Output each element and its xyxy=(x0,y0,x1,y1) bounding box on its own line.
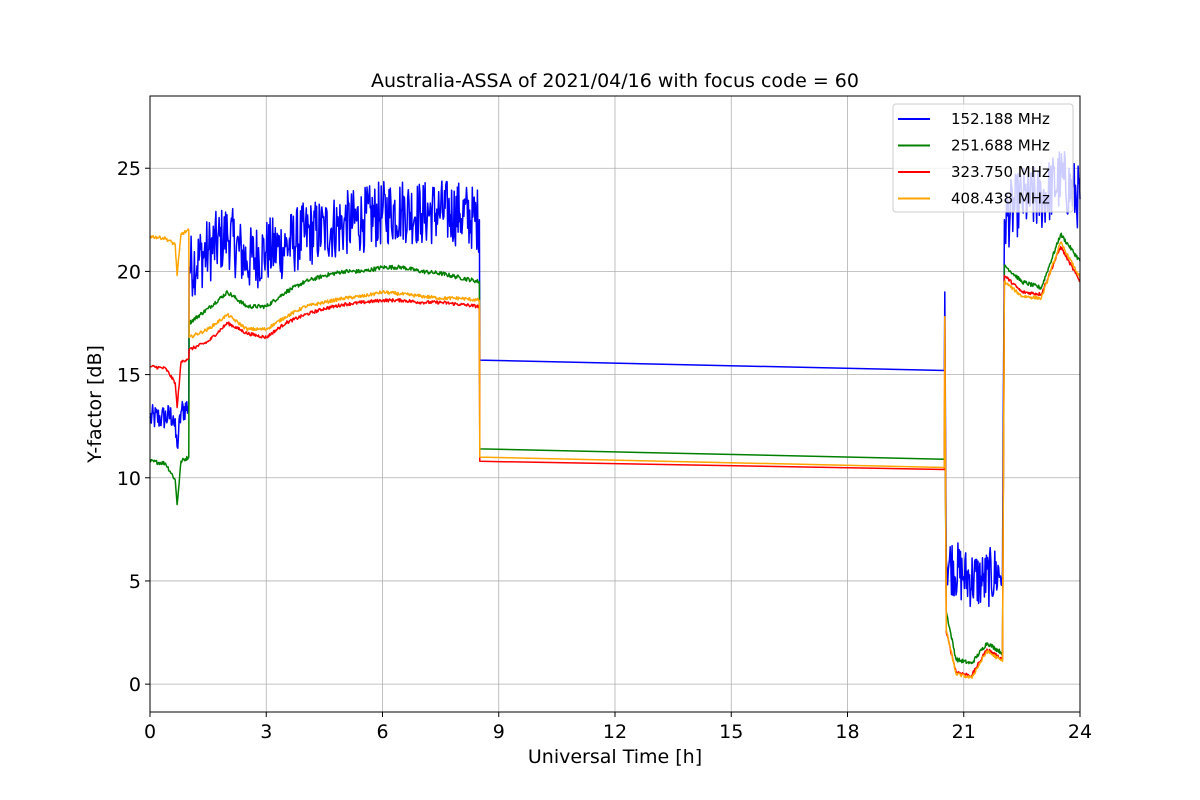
y-tick-label: 20 xyxy=(117,261,141,283)
x-tick-label: 0 xyxy=(144,721,156,743)
series-line-3 xyxy=(149,228,1081,679)
y-tick-label: 10 xyxy=(117,468,141,490)
x-axis: 0 3 6 9 12 15 18 21 24 xyxy=(144,712,1092,743)
x-tick-label: 9 xyxy=(493,721,505,743)
y-tick-label: 5 xyxy=(129,571,141,593)
x-tick-label: 18 xyxy=(835,721,859,743)
x-tick-label: 6 xyxy=(376,721,388,743)
y-tick-label: 25 xyxy=(117,158,141,180)
legend-entry-label: 152.188 MHz xyxy=(951,110,1050,128)
x-tick-label: 12 xyxy=(603,721,627,743)
y-axis-label: Y-factor [dB] xyxy=(84,345,106,464)
x-tick-label: 24 xyxy=(1068,721,1092,743)
legend-box xyxy=(892,103,1074,213)
y-tick-label: 0 xyxy=(129,674,141,696)
x-tick-label: 15 xyxy=(719,721,743,743)
y-axis: 0 5 10 15 20 25 xyxy=(117,158,150,696)
chart-title: Australia-ASSA of 2021/04/16 with focus … xyxy=(371,70,859,92)
legend-entry-label: 323.750 MHz xyxy=(951,163,1050,181)
legend-entry-label: 251.688 MHz xyxy=(951,137,1050,155)
x-axis-label: Universal Time [h] xyxy=(528,746,702,768)
x-tick-label: 3 xyxy=(260,721,272,743)
series-layer xyxy=(149,151,1081,679)
legend-entry-label: 408.438 MHz xyxy=(951,190,1050,208)
y-tick-label: 15 xyxy=(117,365,141,387)
x-tick-label: 21 xyxy=(952,721,976,743)
legend: 152.188 MHz 251.688 MHz 323.750 MHz 408.438… xyxy=(892,103,1074,213)
